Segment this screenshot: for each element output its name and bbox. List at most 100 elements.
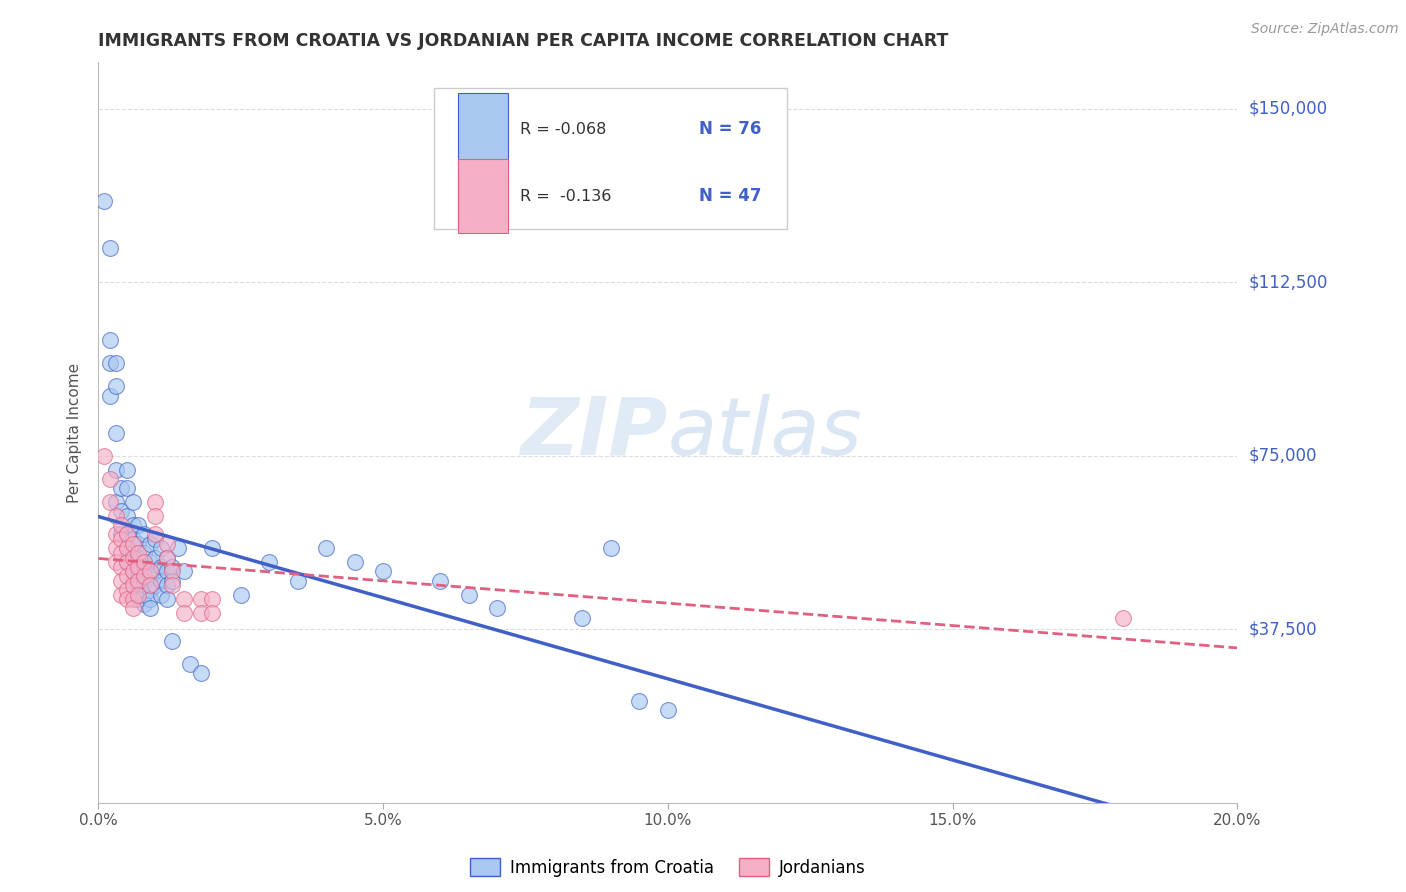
Point [115, 555, 138, 569]
Point [132, 569, 155, 583]
Text: $150,000: $150,000 [1249, 100, 1327, 118]
Point [287, 574, 309, 588]
Point [110, 574, 132, 588]
Point [104, 356, 127, 370]
Point [110, 559, 132, 574]
Point [162, 565, 184, 579]
Text: $37,500: $37,500 [1249, 620, 1317, 639]
Point [150, 559, 173, 574]
Point [138, 592, 160, 607]
Point [127, 578, 149, 592]
Point [315, 541, 337, 556]
Point [98, 240, 121, 255]
Point [110, 588, 132, 602]
Point [98, 333, 121, 347]
Point [115, 592, 138, 607]
Point [162, 574, 184, 588]
Point [150, 574, 173, 588]
Point [343, 555, 366, 569]
Point [115, 582, 138, 597]
Point [115, 527, 138, 541]
Point [190, 606, 212, 620]
Point [115, 541, 138, 556]
Point [457, 588, 479, 602]
Point [138, 582, 160, 597]
Point [190, 666, 212, 681]
Point [201, 606, 224, 620]
Point [127, 550, 149, 565]
Point [156, 550, 179, 565]
Point [145, 508, 167, 523]
Text: ZIP: ZIP [520, 393, 668, 472]
Point [121, 518, 143, 533]
Point [104, 508, 127, 523]
Point [138, 601, 160, 615]
Point [110, 504, 132, 518]
Point [121, 532, 143, 546]
Point [179, 657, 201, 671]
Point [201, 592, 224, 607]
Point [138, 536, 160, 550]
Point [121, 565, 143, 579]
Text: IMMIGRANTS FROM CROATIA VS JORDANIAN PER CAPITA INCOME CORRELATION CHART: IMMIGRANTS FROM CROATIA VS JORDANIAN PER… [98, 32, 949, 50]
Point [110, 527, 132, 541]
Point [110, 546, 132, 560]
Point [121, 574, 143, 588]
Point [127, 565, 149, 579]
Point [373, 565, 395, 579]
Point [173, 565, 195, 579]
Point [115, 462, 138, 476]
Point [132, 559, 155, 574]
Point [600, 541, 623, 556]
Point [132, 597, 155, 611]
Point [115, 481, 138, 495]
Point [571, 610, 593, 624]
Text: N = 47: N = 47 [699, 187, 761, 205]
Point [145, 578, 167, 592]
Point [121, 495, 143, 509]
Point [167, 541, 190, 556]
Point [156, 536, 179, 550]
Point [138, 569, 160, 583]
Point [156, 565, 179, 579]
Point [127, 559, 149, 574]
Point [173, 606, 195, 620]
Point [132, 527, 155, 541]
Point [127, 574, 149, 588]
Point [104, 541, 127, 556]
Point [190, 592, 212, 607]
Point [145, 532, 167, 546]
Point [115, 555, 138, 569]
Point [229, 588, 252, 602]
Point [127, 536, 149, 550]
Point [104, 425, 127, 440]
Y-axis label: Per Capita Income: Per Capita Income [67, 362, 83, 503]
Point [110, 518, 132, 533]
Point [110, 481, 132, 495]
Point [628, 694, 651, 708]
Point [121, 565, 143, 579]
Text: R = -0.068: R = -0.068 [520, 122, 606, 136]
Legend: Immigrants from Croatia, Jordanians: Immigrants from Croatia, Jordanians [464, 852, 872, 883]
Point [145, 550, 167, 565]
Point [127, 588, 149, 602]
Point [1112, 610, 1135, 624]
Point [145, 495, 167, 509]
Point [110, 532, 132, 546]
Point [98, 388, 121, 402]
Point [98, 472, 121, 486]
Point [138, 555, 160, 569]
Point [162, 633, 184, 648]
Point [162, 559, 184, 574]
Point [93, 194, 115, 209]
Point [156, 550, 179, 565]
Point [127, 518, 149, 533]
Point [104, 527, 127, 541]
Point [121, 550, 143, 565]
Point [162, 578, 184, 592]
Point [115, 541, 138, 556]
Point [173, 592, 195, 607]
Point [104, 555, 127, 569]
Point [132, 546, 155, 560]
Point [201, 541, 224, 556]
